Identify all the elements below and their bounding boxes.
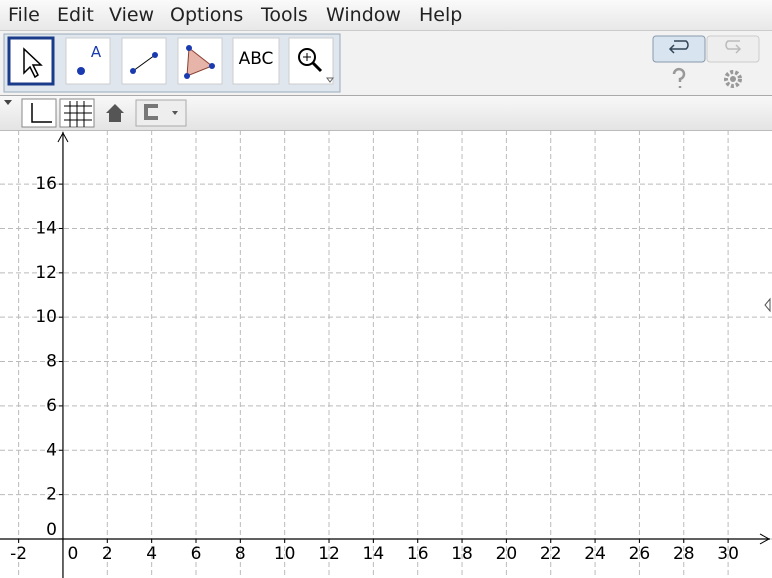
y-tick-label: 2: [46, 485, 57, 505]
svg-text:A: A: [91, 43, 102, 61]
x-tick-label: 30: [717, 544, 739, 564]
x-tick-label: 28: [673, 544, 695, 564]
text-tool[interactable]: ABC: [232, 37, 280, 85]
settings-button[interactable]: [724, 70, 742, 88]
menu-item[interactable]: Edit: [57, 4, 94, 26]
y-tick-label: 12: [35, 263, 57, 283]
y-tick-label: 0: [46, 520, 57, 540]
x-tick-label: -2: [10, 544, 27, 564]
move-tool[interactable]: [7, 36, 55, 86]
style-bar: [0, 96, 772, 131]
toggle-axes[interactable]: [21, 98, 57, 128]
menu-item[interactable]: View: [109, 4, 155, 26]
toggle-grid[interactable]: [59, 98, 95, 128]
x-tick-label: 4: [146, 544, 157, 564]
undo-button[interactable]: [652, 35, 706, 63]
y-tick-label: 8: [46, 352, 57, 372]
x-tick-label: 6: [191, 544, 202, 564]
side-panel-toggle[interactable]: [764, 297, 771, 313]
x-tick-label: 22: [540, 544, 562, 564]
help-button[interactable]: [672, 67, 686, 88]
x-tick-label: 18: [451, 544, 473, 564]
y-tick-label: 6: [46, 396, 57, 416]
x-tick-label: 24: [584, 544, 606, 564]
x-tick-label: 8: [235, 544, 246, 564]
x-tick-label: 10: [274, 544, 296, 564]
y-tick-label: 16: [35, 174, 57, 194]
polygon-tool[interactable]: [177, 37, 223, 85]
y-tick-label: 10: [35, 307, 57, 327]
x-tick-label: 12: [318, 544, 340, 564]
menu-item[interactable]: Window: [326, 4, 401, 26]
x-tick-label: 16: [407, 544, 429, 564]
y-tick-label: 14: [35, 218, 57, 238]
graphics-view: -2 0 2 4 6 8 10 12 14 16 18 20 22 24 26 28 3002468101214…: [0, 130, 772, 578]
x-tick-label: 14: [363, 544, 385, 564]
x-tick-label: 20: [496, 544, 518, 564]
redo-button[interactable]: [706, 35, 760, 63]
y-tick-label: 4: [46, 440, 57, 460]
toolbar: A ABC: [0, 31, 772, 96]
menu-item[interactable]: Help: [419, 4, 463, 26]
point-tool[interactable]: A: [65, 37, 111, 85]
segment-tool[interactable]: [121, 37, 167, 85]
x-axis-arrow: [759, 533, 771, 545]
menu-item[interactable]: File: [8, 4, 40, 26]
menu-item[interactable]: Tools: [261, 4, 308, 26]
x-tick-label: 0: [68, 544, 79, 564]
x-tick-label: 26: [629, 544, 651, 564]
home-view[interactable]: [106, 104, 124, 122]
text-tool-label: ABC: [239, 49, 274, 69]
tool-group: [3, 33, 341, 93]
menu-item[interactable]: Options: [170, 4, 244, 26]
y-axis-arrow: [57, 131, 69, 143]
menu-bar: File Edit View Options Tools Window Help: [0, 0, 772, 31]
x-tick-label: 2: [102, 544, 113, 564]
point-capture[interactable]: [135, 99, 187, 127]
zoom-tool[interactable]: [288, 37, 334, 85]
